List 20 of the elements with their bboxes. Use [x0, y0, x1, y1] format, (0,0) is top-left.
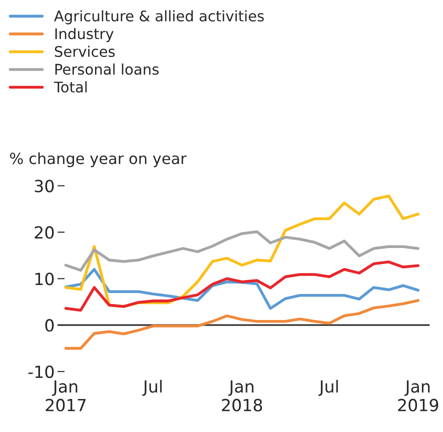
legend-label: Industry — [55, 28, 114, 42]
y-tick-label: 20 — [34, 226, 54, 239]
legend-label: Agriculture & allied activities — [54, 10, 264, 24]
line-series — [64, 268, 420, 310]
y-tick-label: 30 — [34, 180, 54, 192]
x-tick-label: Jul — [318, 380, 338, 396]
x-tick-label: Jan 2017 — [46, 380, 86, 412]
legend-label: Services — [54, 46, 115, 58]
x-tick-label: Jan 2018 — [222, 380, 262, 412]
y-axis-title: % change year on year — [10, 152, 187, 168]
x-tick-label: Jan 2019 — [398, 380, 438, 412]
y-tick-label: -10 — [28, 365, 54, 378]
x-tick-label: Jul — [142, 380, 162, 396]
legend-label: Personal loans — [55, 63, 159, 75]
y-tick-label: 0 — [45, 319, 54, 332]
line-series — [64, 299, 420, 350]
line-series — [64, 260, 420, 312]
y-tick-label: 10 — [35, 272, 54, 286]
line-series — [64, 230, 420, 272]
legend-label: Total — [54, 81, 87, 93]
